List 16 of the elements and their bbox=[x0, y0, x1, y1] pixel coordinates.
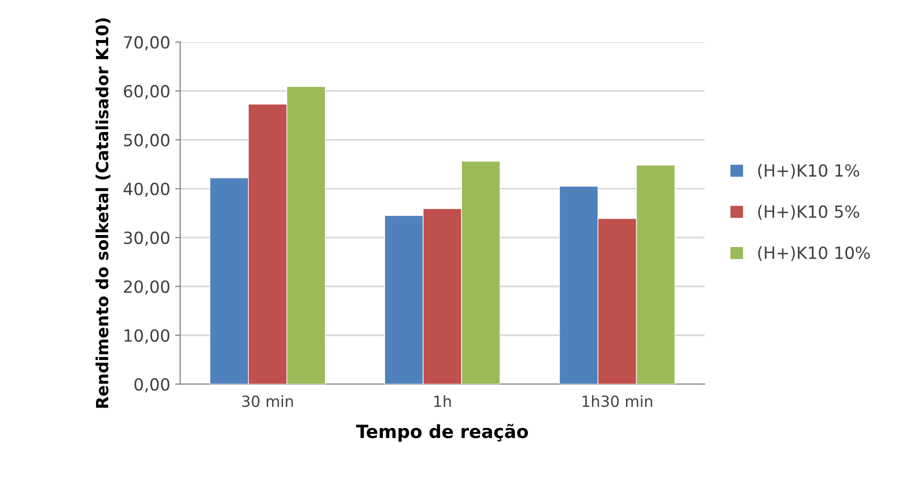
y-axis-title: Rendimento do solketal (Catalisador K10) bbox=[96, 18, 110, 408]
y-tick-label: 40,00 bbox=[124, 182, 170, 197]
y-tick-label: 30,00 bbox=[124, 231, 170, 246]
x-tick-label: 1h30 min bbox=[582, 395, 652, 408]
y-tick-label: 50,00 bbox=[124, 134, 170, 148]
y-tick-label: 10,00 bbox=[124, 329, 170, 344]
legend-label: (H+)K10 10% bbox=[758, 246, 870, 262]
y-tick-label: 0,00 bbox=[134, 378, 170, 392]
legend-label: (H+)K10 5% bbox=[758, 205, 860, 220]
y-tick-label: 70,00 bbox=[124, 36, 170, 50]
y-tick-label: 20,00 bbox=[124, 280, 170, 295]
x-tick-label: 30 min bbox=[242, 395, 293, 408]
x-tick-label: 1h bbox=[434, 395, 451, 407]
x-axis-title: Tempo de reação bbox=[356, 424, 528, 442]
y-tick-label: 60,00 bbox=[124, 84, 170, 100]
legend-label: (H+)K10 1% bbox=[758, 164, 860, 179]
